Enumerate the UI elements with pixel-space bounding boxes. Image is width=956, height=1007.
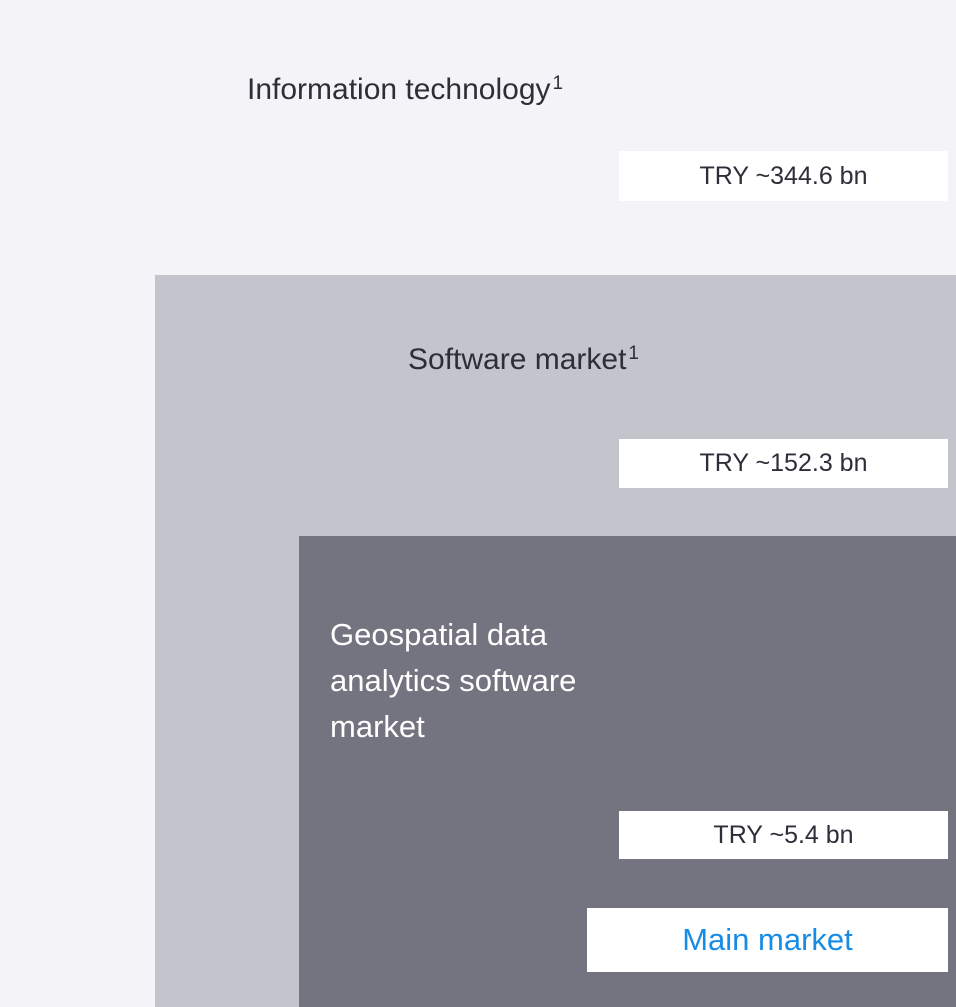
value-label: TRY ~5.4 bn xyxy=(619,811,948,859)
main-market-tag: Main market xyxy=(587,908,948,972)
level-title: Geospatial data analytics software marke… xyxy=(330,617,577,744)
level-title: Software market 1 xyxy=(408,340,639,380)
value-label: TRY ~344.6 bn xyxy=(619,151,948,201)
footnote: 1 xyxy=(552,73,564,94)
title-text: Software market xyxy=(408,343,627,376)
footnote: 1 xyxy=(628,343,639,364)
value-label: TRY ~152.3 bn xyxy=(619,439,948,488)
title-text: Information technology xyxy=(247,73,551,106)
level-title: Information technology 1 xyxy=(247,70,563,110)
